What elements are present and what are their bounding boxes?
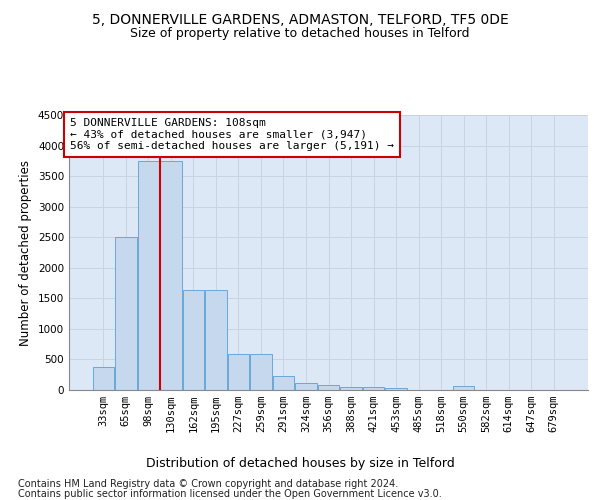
Text: Contains HM Land Registry data © Crown copyright and database right 2024.: Contains HM Land Registry data © Crown c… xyxy=(18,479,398,489)
Bar xyxy=(228,354,249,390)
Text: 5, DONNERVILLE GARDENS, ADMASTON, TELFORD, TF5 0DE: 5, DONNERVILLE GARDENS, ADMASTON, TELFOR… xyxy=(92,12,508,26)
Bar xyxy=(205,290,227,390)
Bar xyxy=(453,386,475,390)
Y-axis label: Number of detached properties: Number of detached properties xyxy=(19,160,32,346)
Bar xyxy=(318,384,339,390)
Bar xyxy=(92,368,114,390)
Bar xyxy=(385,388,407,390)
Text: Contains public sector information licensed under the Open Government Licence v3: Contains public sector information licen… xyxy=(18,489,442,499)
Bar xyxy=(295,384,317,390)
Text: 5 DONNERVILLE GARDENS: 108sqm
← 43% of detached houses are smaller (3,947)
56% o: 5 DONNERVILLE GARDENS: 108sqm ← 43% of d… xyxy=(70,118,394,151)
Bar xyxy=(115,237,137,390)
Bar xyxy=(137,161,159,390)
Bar xyxy=(160,161,182,390)
Bar xyxy=(340,386,362,390)
Text: Size of property relative to detached houses in Telford: Size of property relative to detached ho… xyxy=(130,28,470,40)
Bar xyxy=(182,290,204,390)
Bar xyxy=(250,354,272,390)
Bar xyxy=(363,387,384,390)
Text: Distribution of detached houses by size in Telford: Distribution of detached houses by size … xyxy=(146,458,454,470)
Bar xyxy=(273,376,294,390)
